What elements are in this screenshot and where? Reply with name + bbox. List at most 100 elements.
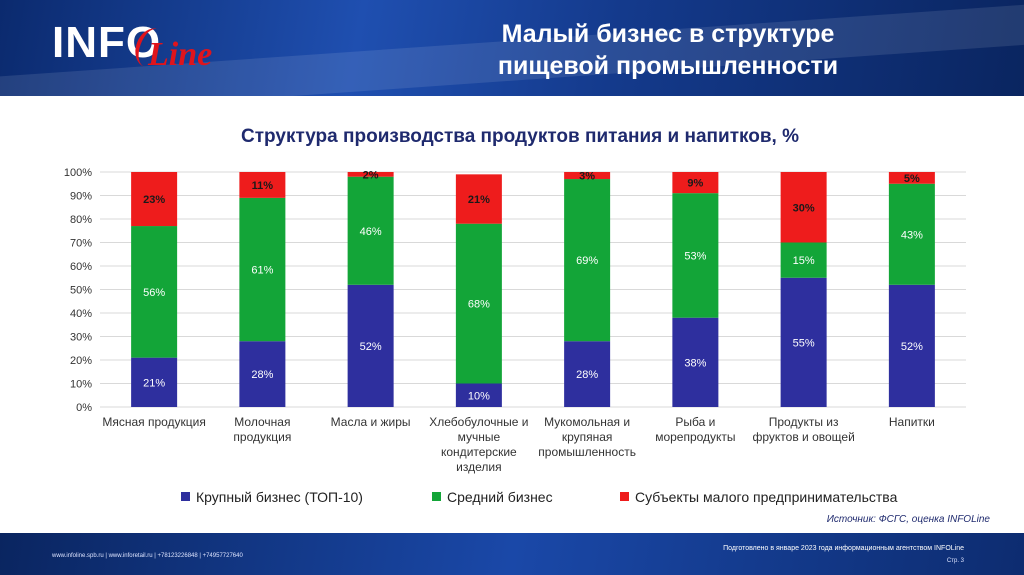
bar-segment [564, 179, 611, 342]
x-tick-label-line: Напитки [889, 415, 935, 429]
x-tick-label-line: Мукомольная и [544, 415, 630, 429]
bar-segment [780, 242, 827, 278]
bar-segment [239, 341, 286, 407]
bar-segment [239, 172, 286, 198]
slide-title-line2: пищевой промышленности [497, 52, 839, 80]
slide-title-line1: Малый бизнес в структуре [501, 20, 835, 48]
legend-item[interactable]: Средний бизнес [432, 489, 553, 505]
data-label: 38% [684, 357, 706, 369]
x-tick-label: Молочная продукция [233, 415, 291, 444]
x-tick-label-line: Молочная [234, 415, 290, 429]
footer-prepared-note: Подготовлено в январе 2023 года информац… [723, 545, 964, 552]
legend-swatch [620, 492, 629, 501]
x-tick-label-line: Хлебобулочные и [429, 415, 528, 429]
data-label: 52% [901, 341, 923, 353]
data-label: 28% [576, 369, 598, 381]
x-tick-label-line: кондитерские [441, 445, 517, 459]
data-label: 53% [684, 250, 706, 262]
bar-segment [347, 176, 394, 285]
x-tick-label: Продукты из фруктов и овощей [752, 415, 854, 444]
x-tick-label-line: Мясная продукция [102, 415, 206, 429]
data-label: 23% [143, 194, 165, 206]
data-label: 11% [252, 180, 274, 192]
y-tick-label: 80% [70, 214, 92, 226]
x-tick-label: Мясная продукция [102, 415, 206, 429]
data-label: 55% [793, 337, 815, 349]
logo-main-text: INFO [52, 18, 162, 67]
bar-segment [239, 197, 286, 342]
data-label: 10% [468, 390, 490, 402]
legend-swatch [181, 492, 190, 501]
header-banner: INFO Line Малый бизнес в структуре пищев… [0, 0, 1024, 96]
bar-segment [347, 172, 394, 177]
bar-segment [888, 183, 935, 285]
legend-label: Субъекты малого предпринимательства [635, 489, 898, 505]
logo-accent-text: Line [148, 36, 213, 73]
data-label: 52% [360, 341, 382, 353]
legend-swatch [432, 492, 441, 501]
data-label: 3% [579, 171, 595, 183]
y-tick-label: 90% [70, 191, 92, 203]
slide-title: Малый бизнес в структуре пищевой промышл… [458, 18, 878, 82]
x-tick-label-line: промышленность [538, 445, 636, 459]
stacked-bar-chart: 0% 10% 20% 30% 40% 50% 60% 70% 80% 90% 100% 21% 56% 2… [64, 167, 966, 474]
y-tick-label: 50% [70, 285, 92, 297]
bar-segment [455, 223, 502, 384]
bar-segment [672, 193, 719, 318]
bar-segment [564, 172, 611, 180]
legend-label: Средний бизнес [447, 489, 553, 505]
bar-segment [455, 383, 502, 407]
x-tick-label-line: продукция [233, 430, 291, 444]
data-label: 5% [904, 173, 920, 185]
data-label: 43% [901, 229, 923, 241]
y-tick-label: 30% [70, 332, 92, 344]
footer-banner: www.infoline.spb.ru | www.inforetail.ru … [0, 533, 1024, 575]
legend-item[interactable]: Крупный бизнес (ТОП-10) [181, 489, 363, 505]
x-tick-label-line: Продукты из [769, 415, 839, 429]
data-label: 68% [468, 299, 490, 311]
x-tick-label-line: Масла и жиры [331, 415, 411, 429]
bar-segment [672, 172, 719, 194]
x-tick-label: Масла и жиры [331, 415, 411, 429]
y-tick-label: 100% [64, 167, 92, 179]
data-label: 28% [251, 369, 273, 381]
x-tick-label-line: крупяная [562, 430, 613, 444]
source-note: Источник: ФСГС, оценка INFOLine [826, 514, 990, 525]
data-label: 9% [687, 178, 703, 190]
bar-segment [780, 277, 827, 407]
y-tick-label: 20% [70, 355, 92, 367]
bar-segment [131, 226, 178, 358]
bar-segment [672, 317, 719, 407]
data-label: 30% [793, 202, 815, 214]
y-tick-label: 0% [76, 402, 92, 414]
data-label: 15% [793, 255, 815, 267]
data-label: 46% [360, 226, 382, 238]
legend-label: Крупный бизнес (ТОП-10) [196, 489, 363, 505]
x-tick-label-line: мучные [458, 430, 501, 444]
chart-legend: Крупный бизнес (ТОП-10) Средний бизнес Суб… [0, 489, 1024, 509]
data-label: 2% [363, 169, 379, 181]
x-tick-label: Хлебобулочные и мучные кондитерские изделия [429, 415, 528, 474]
bar-segment [564, 341, 611, 407]
bar-segment [888, 172, 935, 184]
x-tick-label: Рыба и морепродукты [655, 415, 735, 444]
y-tick-label: 60% [70, 261, 92, 273]
y-tick-label: 40% [70, 308, 92, 320]
bar-segment [455, 174, 502, 224]
x-tick-label-line: Рыба и [675, 415, 715, 429]
bar-segment [780, 172, 827, 243]
legend-item[interactable]: Субъекты малого предпринимательства [620, 489, 897, 505]
page-number: Стр. 3 [946, 558, 964, 564]
bar-segment [131, 357, 178, 407]
bar-segment [347, 284, 394, 407]
data-label: 21% [468, 194, 490, 206]
bar-segment [131, 172, 178, 227]
x-tick-label-line: изделия [456, 460, 501, 474]
data-label: 69% [576, 255, 598, 267]
x-tick-label-line: морепродукты [655, 430, 735, 444]
footer-contacts[interactable]: www.infoline.spb.ru | www.inforetail.ru … [52, 553, 243, 559]
x-tick-label-line: фруктов и овощей [752, 430, 854, 444]
x-tick-label: Мукомольная и крупяная промышленность [538, 415, 636, 459]
data-label: 61% [251, 265, 273, 277]
data-label: 56% [143, 287, 165, 299]
